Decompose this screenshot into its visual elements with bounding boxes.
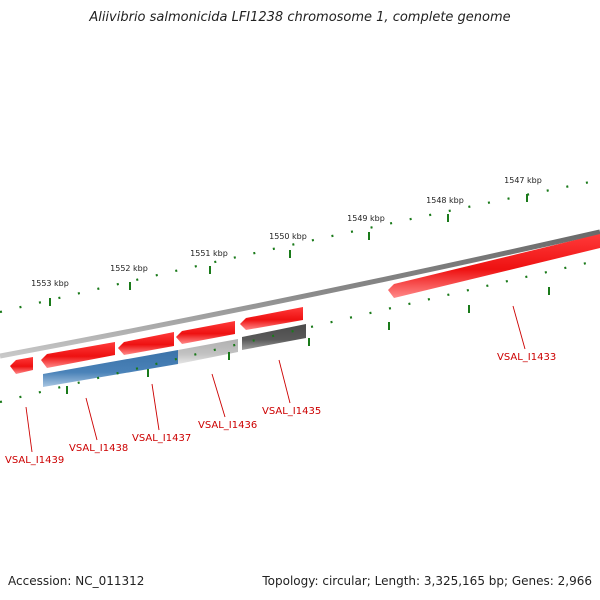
gene-label-vsal-i1436: VSAL_I1436 [198, 420, 257, 431]
gene-arrow-vsal-i1438[interactable] [41, 342, 115, 368]
inner-scale-ticks [66, 287, 550, 394]
gene-arrow-vsal-i1436[interactable] [176, 321, 235, 344]
gene-labels: VSAL_I1439 VSAL_I1438 VSAL_I1437 VSAL_I1… [5, 352, 556, 466]
gene-leader-lines [25, 305, 526, 453]
map-title: Aliivibrio salmonicida LFI1238 chromosom… [89, 10, 511, 25]
leader-vsal-i1437 [151, 383, 160, 431]
gene-arrow-vsal-i1437[interactable] [118, 332, 174, 355]
scale-label-1551: 1551 kbp [190, 249, 228, 258]
feature-track [43, 324, 306, 387]
scale-label-1547: 1547 kbp [504, 176, 542, 185]
gene-track [10, 234, 600, 374]
gene-arrow-vsal-i1439[interactable] [10, 357, 33, 374]
genome-summary-text: Topology: circular; Length: 3,325,165 bp… [262, 574, 592, 588]
feature-dark-gray[interactable] [242, 324, 306, 350]
leader-vsal-i1438 [85, 397, 98, 441]
scale-label-1552: 1552 kbp [110, 264, 148, 273]
gene-label-vsal-i1435: VSAL_I1435 [262, 406, 321, 417]
scale-label-1550: 1550 kbp [269, 232, 307, 241]
gene-label-vsal-i1437: VSAL_I1437 [132, 433, 191, 444]
scale-label-1548: 1548 kbp [426, 196, 464, 205]
feature-blue[interactable] [43, 350, 178, 387]
gene-arrow-vsal-i1435[interactable] [240, 307, 303, 330]
accession-text: Accession: NC_011312 [8, 574, 145, 588]
leader-vsal-i1435 [278, 359, 291, 404]
gene-arrow-vsal-i1433[interactable] [388, 234, 600, 298]
outer-scale-ring: 1553 kbp 1552 kbp 1551 kbp 1550 kbp 1549… [0, 176, 600, 314]
leader-vsal-i1433 [512, 305, 526, 350]
gene-label-vsal-i1438: VSAL_I1438 [69, 443, 128, 454]
scale-label-1549: 1549 kbp [347, 214, 385, 223]
leader-vsal-i1439 [25, 406, 33, 453]
scale-label-1553: 1553 kbp [31, 279, 69, 288]
gene-label-vsal-i1439: VSAL_I1439 [5, 455, 64, 466]
leader-vsal-i1436 [211, 373, 226, 418]
gene-label-vsal-i1433: VSAL_I1433 [497, 352, 556, 363]
chromosome-backbone [0, 229, 600, 359]
outer-scale-dots [0, 178, 600, 314]
feature-light-gray[interactable] [178, 339, 238, 364]
